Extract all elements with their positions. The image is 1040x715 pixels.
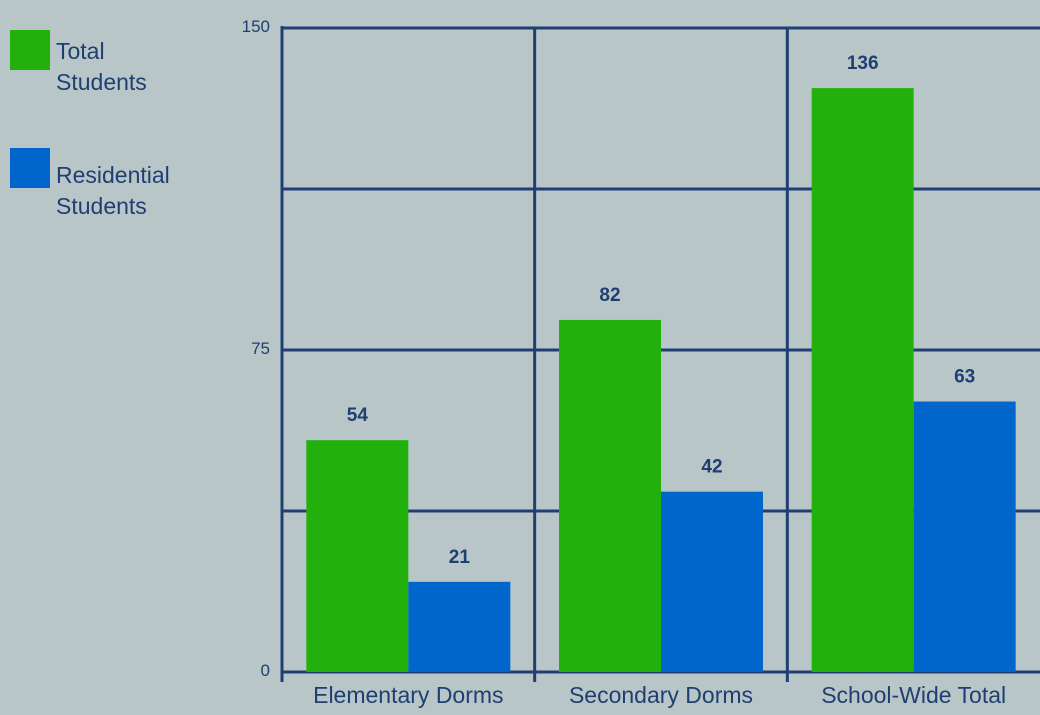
bar-1-1	[661, 491, 763, 672]
data-label-2-1: 63	[954, 367, 975, 388]
legend-label-residential-students: Residential Students	[56, 162, 170, 219]
data-label-0-1: 21	[449, 547, 471, 568]
y-tick-label-1: 75	[251, 339, 270, 358]
y-tick-label-0: 150	[242, 17, 270, 36]
data-label-0-0: 54	[347, 405, 369, 426]
data-label-1-1: 42	[701, 457, 722, 478]
legend-label-total-students: Total Students	[56, 38, 147, 95]
legend-swatch-total-students	[10, 30, 50, 70]
bar-2-0	[811, 88, 914, 672]
bar-1-0	[559, 319, 661, 672]
data-label-2-0: 136	[847, 53, 879, 74]
category-label-0: Elementary Dorms	[313, 682, 503, 708]
bar-0-1	[408, 581, 511, 672]
category-label-1: Secondary Dorms	[569, 682, 753, 708]
bar-0-0	[306, 440, 409, 672]
legend-item-residential-students: Residential Students	[10, 148, 230, 228]
category-label-2: School-Wide Total	[821, 682, 1006, 708]
data-label-1-0: 82	[599, 285, 620, 306]
y-tick-label-2: 0	[261, 661, 270, 680]
legend-swatch-residential-students	[10, 148, 50, 188]
legend-item-total-students: Total Students	[10, 30, 230, 110]
bar-2-1	[913, 401, 1016, 672]
